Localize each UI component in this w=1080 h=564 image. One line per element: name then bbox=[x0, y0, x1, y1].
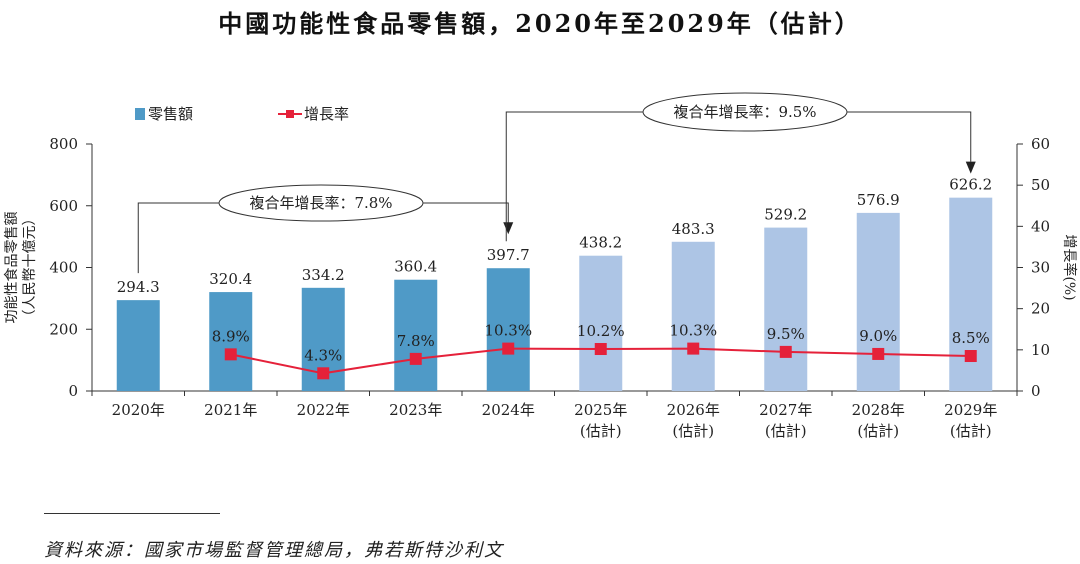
bar-actual bbox=[394, 279, 438, 391]
bar-forecast bbox=[764, 227, 808, 391]
bar-value-label: 397.7 bbox=[487, 246, 530, 264]
y-left-axis-unit: （人民幣十億元） bbox=[22, 212, 38, 324]
legend-bar-swatch bbox=[135, 108, 145, 120]
bar-value-label: 483.3 bbox=[672, 220, 715, 238]
bar-value-label: 320.4 bbox=[209, 270, 252, 288]
x-tick-sublabel: (估計) bbox=[857, 422, 899, 440]
bar-value-label: 334.2 bbox=[302, 266, 345, 284]
legend-line-marker bbox=[286, 110, 294, 118]
x-tick-label: 2021年 bbox=[204, 401, 257, 419]
cagr-label: 複合年增長率：7.8% bbox=[249, 194, 392, 212]
bar-forecast bbox=[856, 212, 900, 391]
cagr-arrow-head bbox=[503, 222, 514, 235]
source-divider bbox=[44, 513, 220, 514]
bar-value-label: 626.2 bbox=[949, 176, 992, 194]
growth-rate-label: 10.3% bbox=[669, 322, 717, 340]
x-tick-label: 2026年 bbox=[667, 401, 720, 419]
growth-rate-marker bbox=[317, 367, 330, 380]
cagr-connector bbox=[505, 111, 643, 242]
y-left-tick-label: 0 bbox=[68, 382, 78, 400]
cagr-connector bbox=[423, 202, 509, 233]
source-note: 資料來源：國家市場監督管理總局，弗若斯特沙利文 bbox=[44, 540, 504, 561]
x-tick-label: 2020年 bbox=[112, 401, 165, 419]
growth-rate-label: 9.5% bbox=[767, 325, 805, 343]
y-left-tick-label: 200 bbox=[49, 320, 78, 338]
y-right-tick-label: 0 bbox=[1031, 382, 1041, 400]
cagr-bubble bbox=[642, 92, 848, 132]
cagr-connector bbox=[137, 202, 219, 274]
legend-bar-label: 零售額 bbox=[148, 105, 193, 123]
growth-rate-marker bbox=[224, 348, 237, 361]
cagr-bubble bbox=[218, 184, 424, 222]
chart-title: 中國功能性食品零售額，2020年至2029年（估計） bbox=[218, 9, 862, 38]
y-right-tick-label: 60 bbox=[1031, 135, 1050, 153]
cagr-label: 複合年增長率：9.5% bbox=[673, 103, 816, 121]
cagr-arrow-head bbox=[965, 161, 976, 174]
cagr-connector bbox=[847, 111, 972, 162]
y-right-tick-label: 50 bbox=[1031, 176, 1050, 194]
growth-rate-label: 8.5% bbox=[952, 329, 990, 347]
growth-rate-label: 8.9% bbox=[212, 327, 250, 345]
x-tick-label: 2023年 bbox=[389, 401, 442, 419]
y-right-axis-label: 增長率(%) bbox=[1061, 234, 1078, 300]
bar-forecast bbox=[671, 241, 715, 391]
bar-value-label: 438.2 bbox=[579, 234, 622, 252]
x-tick-sublabel: (估計) bbox=[765, 422, 807, 440]
growth-rate-label: 10.2% bbox=[577, 322, 625, 340]
y-left-tick-label: 400 bbox=[49, 259, 78, 277]
y-left-axis-label: 功能性食品零售額 bbox=[3, 212, 20, 324]
y-right-tick-label: 40 bbox=[1031, 217, 1050, 235]
bar-value-label: 360.4 bbox=[394, 258, 437, 276]
y-right-tick-label: 30 bbox=[1031, 259, 1050, 277]
y-right-tick-label: 20 bbox=[1031, 300, 1050, 318]
y-left-tick-label: 800 bbox=[49, 135, 78, 153]
growth-rate-marker bbox=[409, 352, 422, 365]
bar-value-label: 529.2 bbox=[764, 206, 807, 224]
x-tick-sublabel: (估計) bbox=[672, 422, 714, 440]
growth-rate-marker bbox=[872, 347, 885, 360]
bar-forecast bbox=[579, 255, 623, 391]
growth-rate-label: 10.3% bbox=[484, 322, 532, 340]
growth-rate-label: 9.0% bbox=[859, 327, 897, 345]
growth-rate-marker bbox=[502, 342, 515, 355]
x-tick-sublabel: (估計) bbox=[580, 422, 622, 440]
y-right-tick-label: 10 bbox=[1031, 341, 1050, 359]
growth-rate-marker bbox=[964, 350, 977, 363]
x-tick-label: 2028年 bbox=[852, 401, 905, 419]
growth-rate-label: 7.8% bbox=[397, 332, 435, 350]
bar-value-label: 294.3 bbox=[117, 278, 160, 296]
y-left-tick-label: 600 bbox=[49, 197, 78, 215]
x-tick-label: 2029年 bbox=[944, 401, 997, 419]
growth-rate-label: 4.3% bbox=[304, 346, 342, 364]
growth-rate-marker bbox=[779, 345, 792, 358]
x-tick-sublabel: (估計) bbox=[950, 422, 992, 440]
x-tick-label: 2022年 bbox=[297, 401, 350, 419]
x-tick-label: 2027年 bbox=[759, 401, 812, 419]
bar-actual bbox=[486, 268, 530, 391]
growth-rate-marker bbox=[594, 343, 607, 356]
legend-line-label: 增長率 bbox=[304, 105, 349, 123]
growth-rate-marker bbox=[687, 342, 700, 355]
bar-actual bbox=[209, 292, 253, 391]
bar-value-label: 576.9 bbox=[857, 191, 900, 209]
x-tick-label: 2025年 bbox=[574, 401, 627, 419]
x-tick-label: 2024年 bbox=[482, 401, 535, 419]
bar-actual bbox=[116, 300, 160, 391]
